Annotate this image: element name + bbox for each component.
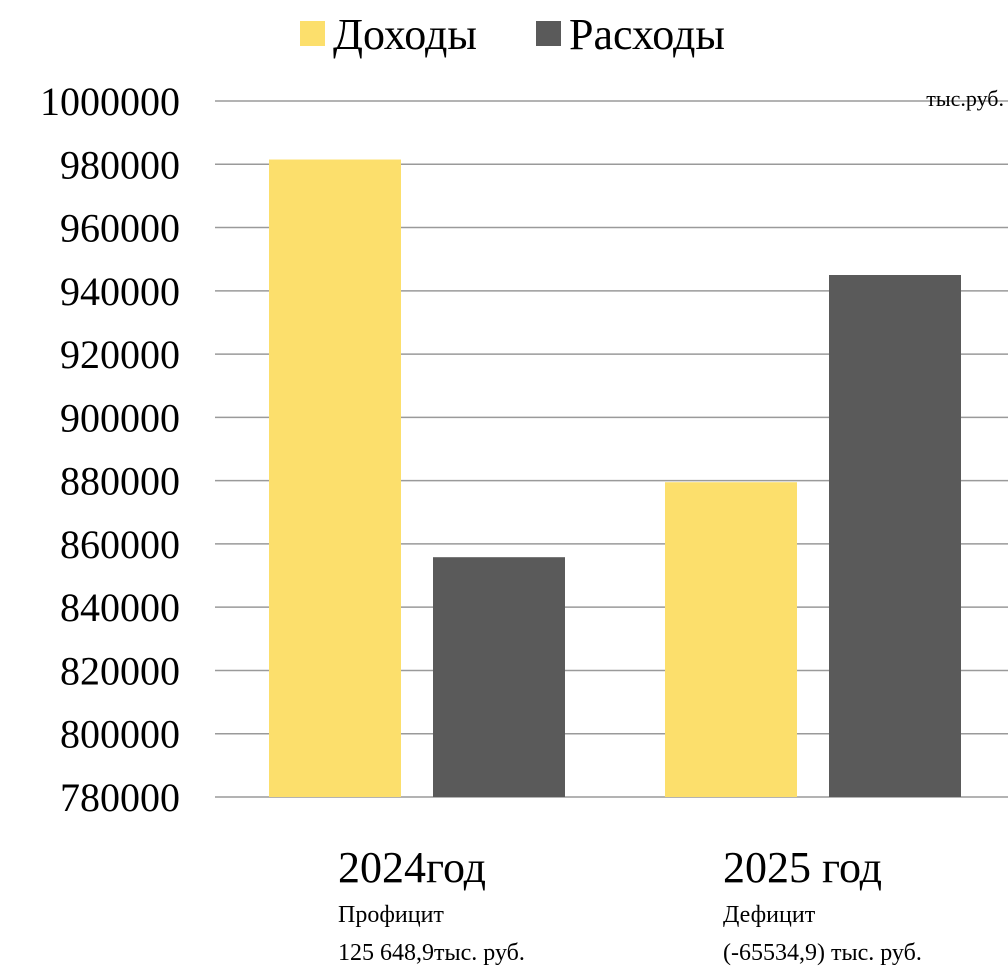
category-label: 2024год [338,843,486,892]
bar-доходы-2 [665,482,797,797]
category-labels: 2024год Профицит 125 648,9тыс. руб. 2025 го… [338,843,922,966]
y-tick-label: 780000 [60,775,180,820]
bar-расходы-1 [433,557,565,797]
y-tick-label: 800000 [60,712,180,757]
y-tick-label: 820000 [60,648,180,693]
y-tick-label: 900000 [60,395,180,440]
bar-расходы-2 [829,275,961,797]
unit-label: тыс.руб. [926,86,1004,111]
category-label: 2025 год [723,843,882,892]
legend-label: Доходы [333,10,477,59]
y-axis-labels: 780000 800000 820000 840000 860000 880000 9000… [40,79,180,820]
legend-swatch [536,21,561,46]
y-tick-label: 880000 [60,459,180,504]
bars [269,159,961,797]
y-tick-label: 940000 [60,269,180,314]
category-note: Дефицит [723,902,816,928]
y-tick-label: 920000 [60,332,180,377]
legend-label: Расходы [569,10,725,59]
category-note: Профицит [338,902,444,928]
y-tick-label: 860000 [60,522,180,567]
category-note: (-65534,9) тыс. руб. [723,940,922,966]
chart-legend: Доходы Расходы [300,10,725,59]
y-tick-label: 840000 [60,585,180,630]
category-note: 125 648,9тыс. руб. [338,940,525,966]
bar-доходы-1 [269,159,401,797]
y-tick-label: 1000000 [40,79,180,124]
y-tick-label: 980000 [60,142,180,187]
legend-swatch [300,21,325,46]
y-tick-label: 960000 [60,206,180,251]
